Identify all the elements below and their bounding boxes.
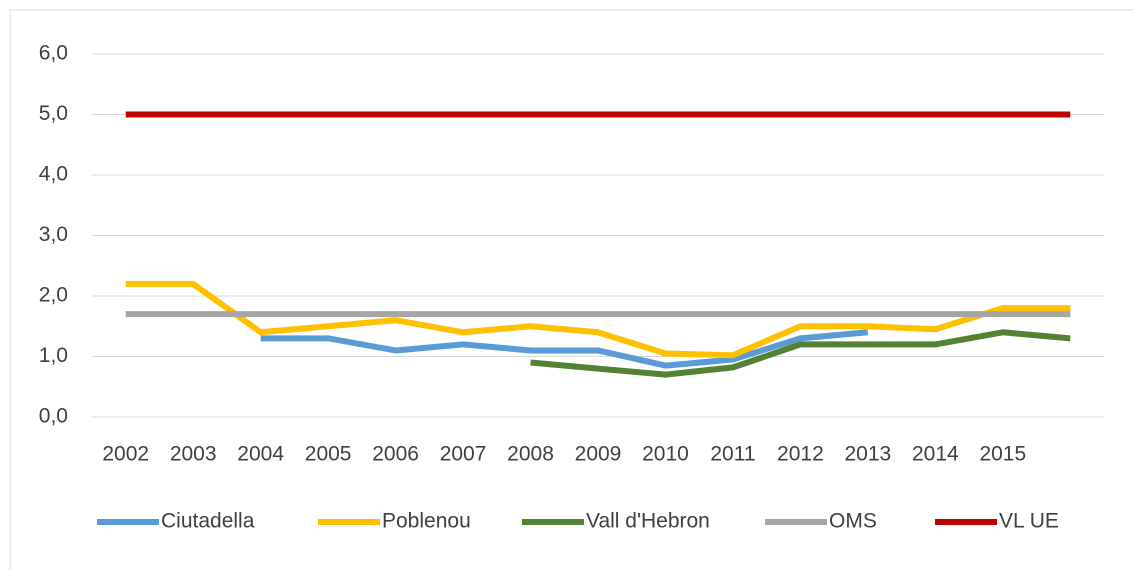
x-tick-label: 2007 xyxy=(440,443,487,466)
x-tick-label: 2003 xyxy=(170,443,217,466)
legend-label: Poblenou xyxy=(382,510,471,533)
legend-label: OMS xyxy=(829,510,877,533)
legend-label: Vall d'Hebron xyxy=(586,510,710,533)
y-tick-label: 0,0 xyxy=(39,405,68,428)
x-tick-label: 2012 xyxy=(777,443,824,466)
legend-label: VL UE xyxy=(999,510,1059,533)
y-tick-label: 6,0 xyxy=(39,42,68,65)
y-tick-label: 3,0 xyxy=(39,223,68,246)
y-tick-label: 1,0 xyxy=(39,344,68,367)
x-tick-label: 2013 xyxy=(845,443,892,466)
x-tick-label: 2002 xyxy=(102,443,149,466)
legend-label: Ciutadella xyxy=(161,510,255,533)
y-tick-label: 4,0 xyxy=(39,163,68,186)
x-tick-label: 2015 xyxy=(979,443,1026,466)
x-tick-label: 2004 xyxy=(237,443,284,466)
series-line xyxy=(530,329,1071,378)
y-tick-label: 5,0 xyxy=(39,102,68,125)
series-line xyxy=(260,329,869,369)
series-line xyxy=(125,280,1071,359)
x-tick-label: 2006 xyxy=(372,443,419,466)
chart-border xyxy=(9,9,1133,570)
x-tick-label: 2010 xyxy=(642,443,689,466)
x-tick-label: 2014 xyxy=(912,443,959,466)
x-tick-label: 2005 xyxy=(305,443,352,466)
x-tick-label: 2011 xyxy=(710,443,755,466)
x-tick-label: 2008 xyxy=(507,443,554,466)
y-tick-label: 2,0 xyxy=(39,284,68,307)
x-tick-label: 2009 xyxy=(575,443,622,466)
